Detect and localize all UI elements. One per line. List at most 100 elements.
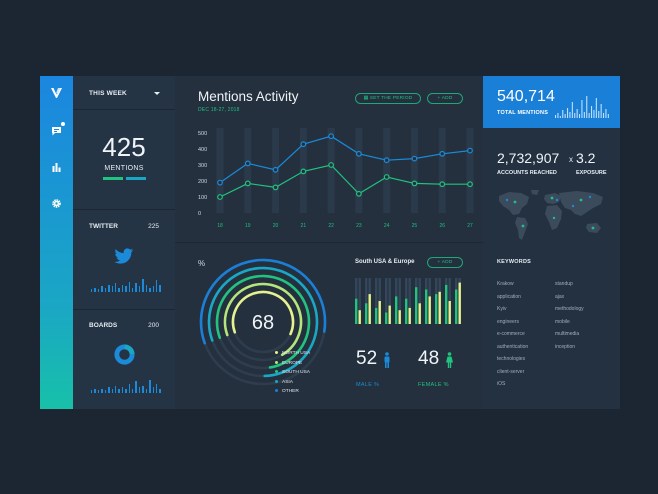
gear-icon[interactable]	[51, 198, 62, 209]
keyword-item[interactable]: inception	[555, 343, 576, 350]
sparkline-bar	[142, 385, 144, 393]
keyword-item[interactable]: Krakow	[497, 281, 514, 287]
accounts-reached-label: ACCOUNTS REACHED	[497, 170, 557, 176]
data-point[interactable]	[411, 155, 418, 162]
data-point[interactable]	[355, 150, 362, 157]
data-point[interactable]	[328, 162, 335, 168]
legend-label: EUROPE	[282, 360, 303, 366]
set-period-button[interactable]: ▦ SET THE PERIOD	[355, 93, 421, 104]
sparkline-bar	[138, 387, 141, 393]
sparkline-bar	[114, 283, 117, 292]
keyword-item[interactable]: methodology	[555, 306, 584, 312]
sparkline-bar	[118, 287, 120, 292]
left-nav	[40, 76, 73, 409]
total-mentions-card: 540,714 TOTAL MENTIONS	[483, 76, 620, 128]
mentions-line-chart: 500 400 300 200 100 0 18 19 20 21 22 23 24 25 26 27	[198, 128, 474, 229]
ring-arc[interactable]	[204, 263, 322, 381]
data-point[interactable]	[217, 179, 223, 186]
legend-item[interactable]: ASIA	[275, 380, 293, 385]
bar	[378, 301, 381, 324]
sparkline-bar	[97, 289, 100, 292]
keywords-title: KEYWORDS	[497, 259, 531, 265]
chat-icon[interactable]	[51, 126, 62, 137]
keyword-item[interactable]: client-server	[497, 368, 525, 375]
keyword-item[interactable]: standup	[555, 281, 573, 287]
world-map	[499, 190, 603, 240]
legend-item[interactable]: SOUTH USA	[275, 370, 310, 375]
legend-dot	[275, 360, 278, 364]
bar-chart-icon[interactable]	[51, 162, 62, 173]
data-point[interactable]	[217, 194, 223, 200]
exposure-value: 3.2	[576, 150, 596, 166]
legend-dot	[275, 379, 278, 383]
legend-item[interactable]: NORTH USA	[275, 351, 310, 356]
set-period-label: SET THE PERIOD	[369, 96, 413, 101]
data-point[interactable]	[272, 184, 279, 191]
data-point[interactable]	[272, 166, 279, 173]
keyword-item[interactable]: authentication	[497, 343, 529, 350]
boards-donut	[114, 344, 135, 365]
add-button[interactable]: + ADD	[427, 93, 463, 104]
legend-dot	[275, 389, 278, 393]
data-point[interactable]	[467, 147, 473, 154]
keyword-item[interactable]: multimedia	[555, 331, 580, 337]
data-point[interactable]	[467, 181, 473, 188]
column-band	[327, 128, 335, 213]
date-range: DEC 18-27, 2018	[198, 107, 240, 113]
x-tick-label: 27	[467, 223, 473, 229]
keyword-item[interactable]: technologies	[497, 356, 526, 362]
data-point[interactable]	[300, 141, 307, 148]
keyword-item[interactable]: Kyiv	[497, 306, 507, 312]
y-tick-label: 0	[198, 211, 201, 217]
data-point[interactable]	[439, 150, 446, 157]
series-line	[219, 135, 471, 184]
sparkline-bar	[108, 284, 110, 292]
sparkline-bar	[121, 284, 124, 292]
sparkline-bar	[159, 388, 161, 393]
male-icon	[384, 352, 390, 368]
bar	[365, 303, 368, 324]
data-point[interactable]	[411, 180, 418, 187]
sparkline-bar	[101, 388, 103, 393]
bar-track	[358, 278, 361, 324]
keyword-item[interactable]: e-commerce	[497, 331, 525, 337]
data-point[interactable]	[383, 157, 390, 164]
data-point[interactable]	[439, 181, 446, 188]
data-point[interactable]	[328, 133, 335, 140]
keyword-item[interactable]: iOS	[497, 381, 506, 387]
add-button-secondary[interactable]: + ADD	[427, 257, 463, 268]
keyword-item[interactable]: application	[497, 293, 521, 300]
data-point[interactable]	[383, 174, 390, 180]
chevron-down-icon[interactable]	[154, 92, 160, 95]
data-point[interactable]	[355, 190, 362, 197]
data-point[interactable]	[244, 160, 251, 167]
bar	[388, 305, 391, 324]
mentions-progress	[103, 177, 146, 180]
ring-arc[interactable]	[197, 256, 327, 401]
period-select[interactable]: THIS WEEK	[89, 90, 127, 97]
data-point[interactable]	[300, 168, 307, 175]
data-point[interactable]	[244, 180, 251, 187]
ring-arc[interactable]	[225, 284, 302, 361]
sparkline-bar	[598, 111, 600, 118]
boards-label: BOARDS	[89, 322, 118, 329]
legend-item[interactable]: EUROPE	[275, 361, 302, 366]
x-tick-label: 21	[301, 223, 307, 229]
sparkline-bar	[94, 287, 96, 292]
column-band	[466, 128, 474, 213]
bar-track	[408, 278, 411, 324]
ring-arc[interactable]	[214, 273, 311, 370]
legend-item[interactable]: OTHER	[275, 389, 299, 394]
keyword-item[interactable]: engineers	[497, 318, 519, 325]
bar	[425, 289, 428, 324]
sparkline-bar	[128, 384, 131, 393]
logo-icon[interactable]	[49, 86, 64, 101]
keyword-item[interactable]: mobile	[555, 318, 570, 325]
bar	[395, 296, 398, 324]
sparkline-bar	[138, 286, 141, 292]
keyword-item[interactable]: ajax	[555, 293, 565, 300]
ring-arc[interactable]	[197, 256, 327, 391]
summary-sidebar: THIS WEEK 425 MENTIONS TWITTER 225 BOARD…	[73, 76, 175, 409]
sparkline-bar	[156, 384, 158, 393]
sparkline-bar	[583, 112, 585, 118]
